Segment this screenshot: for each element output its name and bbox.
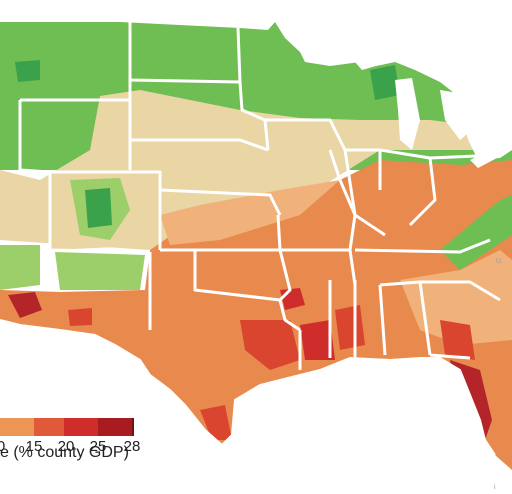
region-ga-red: [440, 320, 475, 360]
color-legend: 0 15 20 25 28: [0, 414, 170, 492]
legend-swatch-0: [0, 418, 34, 436]
us-outline: [0, 319, 496, 456]
region-southeast-light: [400, 250, 512, 345]
legend-tick-0: 0: [0, 438, 6, 455]
legend-tick-3: 25: [89, 438, 107, 455]
region-az-red: [8, 292, 42, 318]
region-mi-dark-green: [370, 65, 400, 100]
lake-michigan: [395, 78, 420, 150]
credit-bottom: i: [494, 484, 496, 491]
legend-swatch-1: [34, 418, 64, 436]
credit-top: U.: [496, 258, 503, 265]
region-texas-red: [240, 320, 300, 370]
legend-swatch-3: [98, 418, 132, 436]
region-ms-red: [335, 305, 365, 350]
region-transition-orange: [160, 180, 340, 245]
legend-swatch-4: [132, 418, 134, 436]
region-sw-green: [0, 245, 40, 290]
legend-tick-2: 20: [57, 438, 75, 455]
region-nm-green: [55, 252, 145, 290]
region-mt-dark-green: [15, 60, 40, 82]
lake-superior: [300, 40, 395, 66]
state-borders: [18, 22, 501, 370]
great-lakes: [300, 40, 512, 168]
region-co-dark-green: [85, 188, 112, 228]
region-south-texas-red: [200, 405, 232, 440]
legend-caption: e (% county GDP): [0, 444, 129, 461]
legend-swatch-2: [64, 418, 98, 436]
region-la-red: [300, 320, 335, 360]
legend-tick-1: 15: [25, 438, 43, 455]
lake-huron: [440, 90, 478, 140]
legend-tick-4: 28: [123, 438, 141, 455]
region-nm-red: [68, 308, 92, 326]
